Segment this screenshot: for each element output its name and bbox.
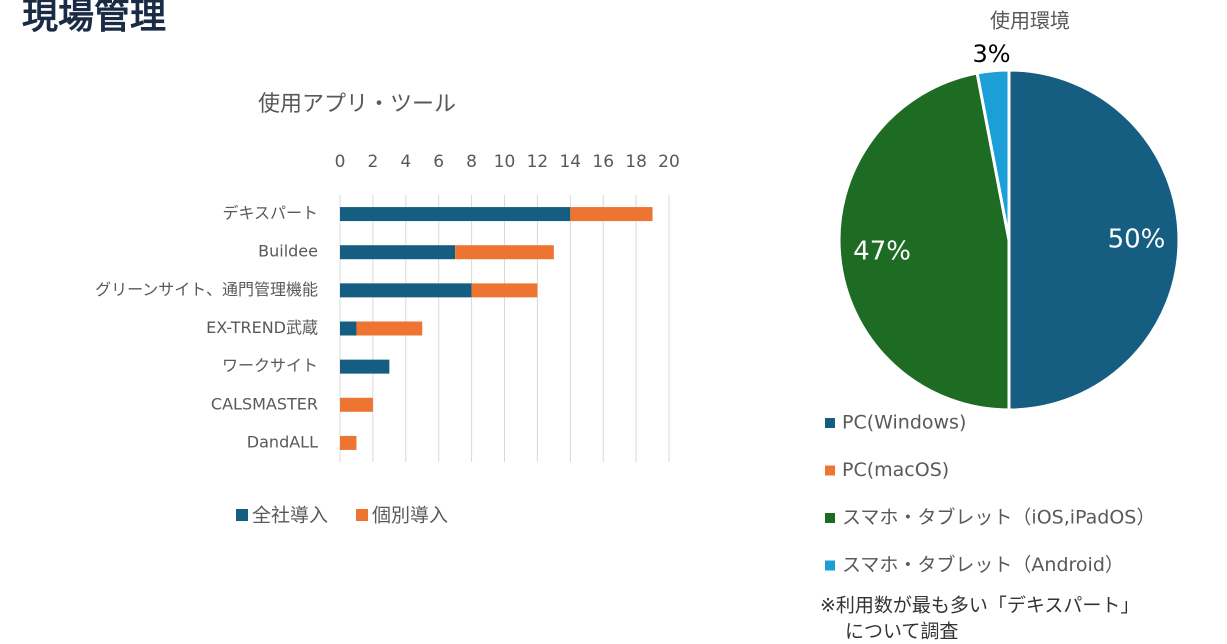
- x-tick-label: 16: [592, 152, 614, 172]
- x-tick-label: 20: [658, 152, 680, 172]
- legend-label: PC(macOS): [842, 459, 949, 481]
- legend-swatch: [825, 418, 835, 428]
- x-tick-label: 8: [466, 152, 477, 172]
- y-tick-label: デキスパート: [222, 204, 318, 223]
- x-tick-label: 12: [527, 152, 549, 172]
- bar-segment: [340, 435, 357, 450]
- bar-segment: [340, 321, 357, 336]
- legend-swatch: [825, 513, 835, 523]
- y-tick-label: Buildee: [258, 242, 318, 261]
- x-tick-label: 2: [367, 152, 378, 172]
- bar-segment: [455, 245, 554, 260]
- bar-segment: [356, 321, 423, 336]
- note-line: について調査: [845, 621, 958, 643]
- data-label: 50%: [1108, 225, 1166, 255]
- data-label: 3%: [972, 40, 1010, 68]
- bar-segment: [340, 283, 472, 298]
- pie-slice: [975, 68, 1011, 241]
- x-tick-label: 0: [335, 152, 346, 172]
- y-tick-label: CALSMASTER: [211, 394, 318, 413]
- pie-slice: [837, 71, 1011, 412]
- legend-swatch: [825, 560, 835, 571]
- data-label: 47%: [853, 236, 911, 266]
- legend-swatch: [356, 509, 369, 521]
- bar-segment: [570, 207, 653, 222]
- legend-label: スマホ・タブレット（Android）: [842, 553, 1124, 576]
- y-tick-label: EX-TREND武蔵: [206, 318, 318, 337]
- page-title: 現場管理: [22, 0, 166, 37]
- bar-segment: [340, 397, 373, 412]
- legend-label: 個別導入: [372, 505, 448, 527]
- legend-label: スマホ・タブレット（iOS,iPadOS）: [842, 506, 1155, 529]
- x-tick-label: 4: [400, 152, 411, 172]
- legend-label: 全社導入: [252, 505, 328, 527]
- chart-title: 使用アプリ・ツール: [258, 92, 456, 117]
- bar-segment: [340, 245, 456, 260]
- y-tick-label: グリーンサイト、通門管理機能: [95, 280, 318, 299]
- chart-title: 使用環境: [990, 9, 1070, 33]
- bar-segment: [340, 207, 571, 222]
- y-tick-label: ワークサイト: [222, 356, 318, 375]
- legend-swatch: [236, 509, 248, 521]
- y-tick-label: DandALL: [247, 432, 318, 451]
- x-tick-label: 6: [433, 152, 444, 172]
- x-tick-label: 14: [559, 152, 581, 172]
- pie-slice: [1007, 68, 1181, 412]
- legend-swatch: [825, 465, 835, 476]
- note-line: ※利用数が最も多い「デキスパート」: [820, 595, 1139, 617]
- x-tick-label: 10: [494, 152, 516, 172]
- x-tick-label: 18: [625, 152, 647, 172]
- bar-segment: [471, 283, 538, 298]
- bar-segment: [340, 359, 390, 374]
- legend-label: PC(Windows): [842, 412, 966, 434]
